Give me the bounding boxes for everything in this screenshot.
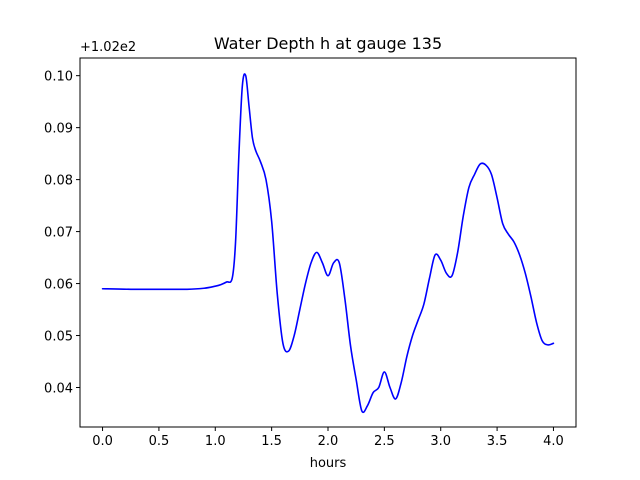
- x-tick-label: 2.5: [374, 434, 395, 449]
- y-tick-label: 0.06: [44, 278, 73, 293]
- x-axis-label: hours: [310, 456, 347, 471]
- y-axis-offset-label: +1.02e2: [80, 40, 136, 55]
- y-tick-label: 0.04: [44, 382, 73, 397]
- y-tick-label: 0.09: [44, 122, 73, 137]
- chart-title: Water Depth h at gauge 135: [214, 34, 442, 53]
- x-tick-label: 3.5: [487, 434, 508, 449]
- plot-frame: [79, 57, 577, 428]
- x-tick-label: 4.0: [543, 434, 564, 449]
- x-tick-label: 0.5: [149, 434, 170, 449]
- x-tick-label: 1.0: [205, 434, 226, 449]
- x-tick-label: 3.0: [430, 434, 451, 449]
- y-tick-label: 0.07: [44, 226, 73, 241]
- x-tick-label: 2.0: [318, 434, 339, 449]
- y-tick-label: 0.08: [44, 174, 73, 189]
- series-line-0: [101, 73, 555, 414]
- ticks-layer: 0.0 0.5 1.0 1.5 2.0 2.5 3.0 3.5 4.0 0.04 0.05 0.06 0…: [44, 70, 564, 449]
- x-tick-label: 0.0: [92, 434, 113, 449]
- y-tick-label: 0.10: [44, 70, 73, 85]
- series-layer: [101, 73, 555, 414]
- x-tick-label: 1.5: [261, 434, 282, 449]
- y-tick-label: 0.05: [44, 330, 73, 345]
